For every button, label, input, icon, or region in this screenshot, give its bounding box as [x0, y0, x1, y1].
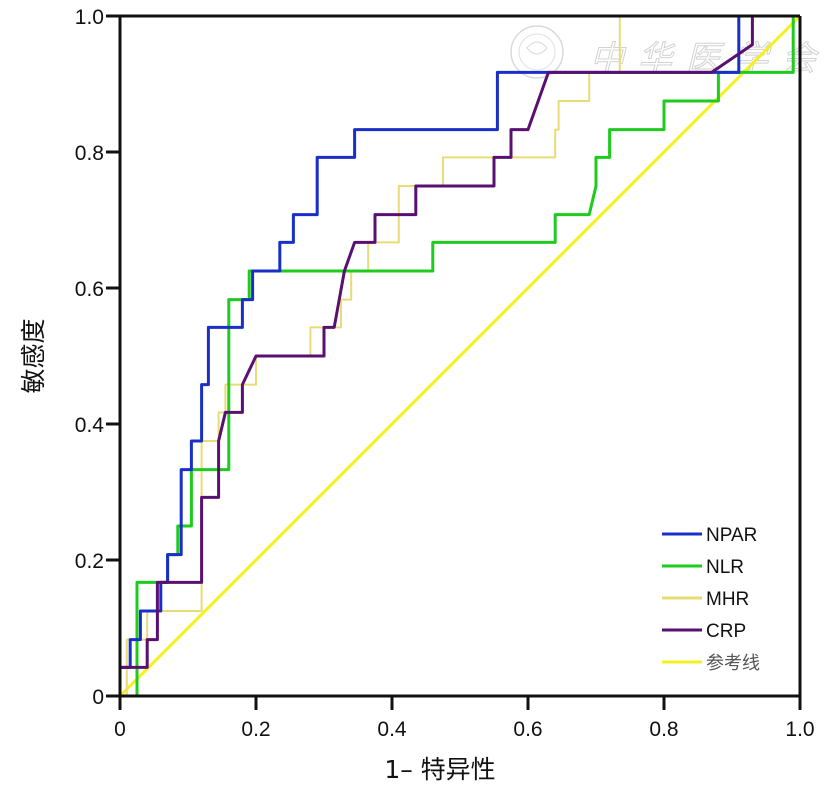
y-ticks: 0 0.2 0.4 0.6 0.8 1.0 — [75, 6, 120, 709]
y-tick-label: 0.2 — [75, 550, 104, 573]
series-line-NPAR — [118, 14, 800, 696]
x-tick-label: 0.8 — [649, 718, 678, 741]
x-tick-label: 0 — [114, 718, 126, 741]
legend-label: NLR — [706, 557, 744, 578]
legend-label: MHR — [706, 589, 749, 610]
series-line-NLR — [135, 16, 795, 696]
y-tick-label: 0.8 — [75, 142, 104, 165]
legend: NPAR NLR MHR CRP 参考线 — [662, 525, 760, 674]
y-tick-label: 0.6 — [75, 278, 104, 301]
x-axis-title: 1– 特异性 — [384, 755, 495, 784]
x-ticks: 0 0.2 0.4 0.6 0.8 1.0 — [114, 696, 815, 741]
legend-label: 参考线 — [706, 653, 760, 674]
legend-label: NPAR — [706, 525, 757, 546]
legend-label: CRP — [706, 621, 746, 642]
axes — [118, 14, 802, 698]
watermark-seal-icon — [510, 25, 564, 79]
x-tick-label: 0.6 — [513, 718, 542, 741]
x-tick-label: 1.0 — [785, 718, 814, 741]
series-line-参考线 — [118, 14, 802, 698]
y-tick-label: 0.4 — [75, 414, 105, 437]
y-tick-label: 0 — [92, 686, 104, 709]
y-tick-label: 1.0 — [75, 6, 104, 29]
x-tick-label: 0.4 — [377, 718, 407, 741]
x-tick-label: 0.2 — [241, 718, 270, 741]
y-axis-title: 敏感度 — [19, 318, 48, 393]
plot-lines — [118, 14, 802, 698]
series-line-CRP — [118, 14, 800, 696]
